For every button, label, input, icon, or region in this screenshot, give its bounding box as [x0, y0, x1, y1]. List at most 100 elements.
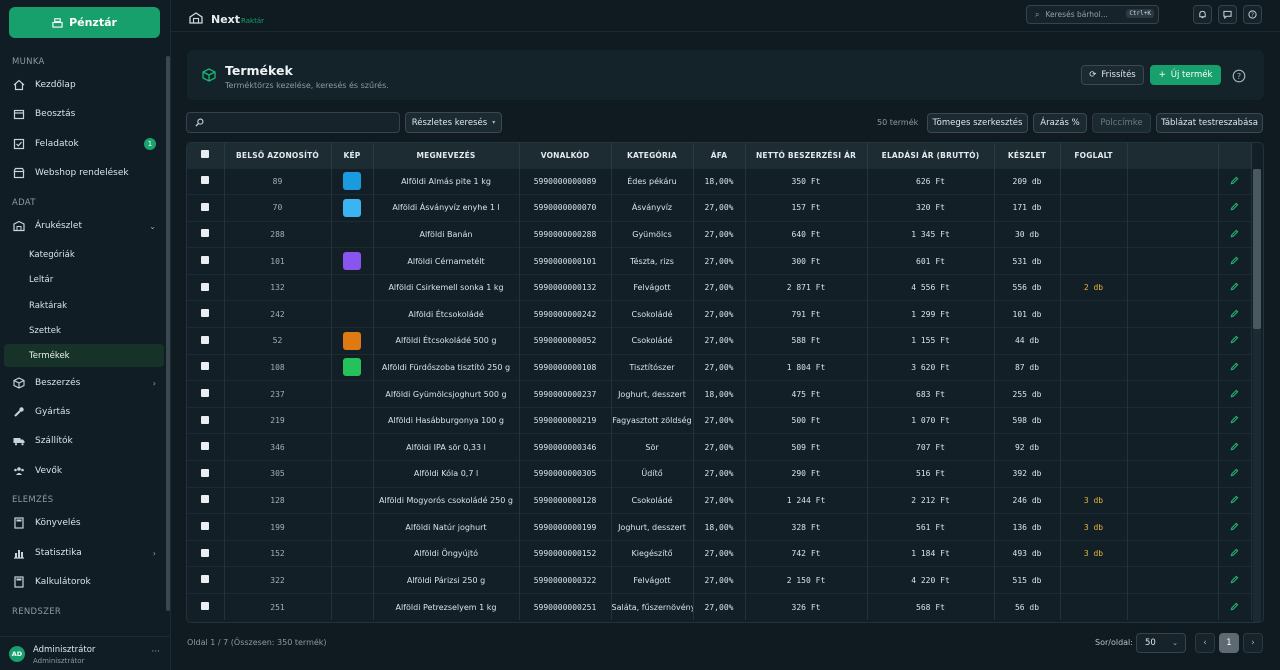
- row-checkbox[interactable]: [187, 513, 225, 541]
- row-checkbox[interactable]: [187, 327, 225, 355]
- select-all-checkbox[interactable]: [187, 143, 225, 168]
- table-row[interactable]: 132 Alföldi Csirkemell sonka 1 kg 59900000…: [187, 273, 1252, 301]
- row-checkbox[interactable]: [187, 433, 225, 461]
- product-search-input[interactable]: [186, 112, 400, 133]
- row-checkbox[interactable]: [187, 167, 225, 195]
- row-checkbox[interactable]: [187, 194, 225, 222]
- sidebar-item-termekek[interactable]: Termékek: [4, 344, 164, 367]
- notifications-button[interactable]: [1193, 5, 1212, 24]
- edit-icon[interactable]: [1230, 495, 1239, 504]
- refresh-button[interactable]: ⟳ Frissítés: [1081, 65, 1144, 85]
- col-header-image[interactable]: KÉP: [331, 143, 374, 168]
- page-button-1[interactable]: 1: [1219, 633, 1239, 653]
- sidebar-item-kalkulatorok[interactable]: Kalkulátorok: [4, 570, 164, 594]
- row-checkbox[interactable]: [187, 220, 225, 248]
- global-search-input[interactable]: ⌕ Keresés bárhol... Ctrl+K: [1026, 5, 1159, 24]
- edit-icon[interactable]: [1230, 602, 1239, 611]
- sidebar-item-vevok[interactable]: Vevők: [4, 459, 164, 483]
- col-header-gross-price[interactable]: ELADÁSI ÁR (BRUTTÓ): [867, 143, 995, 168]
- col-header-name[interactable]: MEGNEVEZÉS: [373, 143, 520, 168]
- row-checkbox[interactable]: [187, 247, 225, 275]
- sidebar-item-beosztas[interactable]: Beosztás: [4, 102, 164, 126]
- table-row[interactable]: 305 Alföldi Kóla 0,7 l 5990000000305 Üdítő 2…: [187, 460, 1252, 488]
- sidebar-item-kategoriak[interactable]: Kategóriák: [29, 249, 75, 260]
- row-checkbox[interactable]: [187, 566, 225, 594]
- table-row[interactable]: 70 Alföldi Ásványvíz enyhe 1 l 59900000000…: [187, 194, 1252, 222]
- customize-table-button[interactable]: Táblázat testreszabása: [1156, 113, 1263, 133]
- shelf-label-button[interactable]: Polccímke: [1092, 113, 1151, 133]
- sidebar-item-szettek[interactable]: Szettek: [29, 325, 61, 336]
- row-checkbox[interactable]: [187, 486, 225, 514]
- sidebar-item-leltar[interactable]: Leltár: [29, 274, 54, 285]
- table-row[interactable]: 288 Alföldi Banán 5990000000288 Gyümölcs 27,…: [187, 220, 1252, 248]
- edit-icon[interactable]: [1230, 335, 1239, 344]
- help-button[interactable]: ?: [1243, 5, 1262, 24]
- edit-icon[interactable]: [1230, 202, 1239, 211]
- row-checkbox[interactable]: [187, 380, 225, 408]
- table-row[interactable]: 219 Alföldi Hasábburgonya 100 g 5990000000…: [187, 406, 1252, 434]
- messages-button[interactable]: [1218, 5, 1237, 24]
- col-header-net-price[interactable]: NETTÓ BESZERZÉSI ÁR: [745, 143, 868, 168]
- help-circle-icon[interactable]: ?: [1232, 68, 1246, 83]
- edit-icon[interactable]: [1230, 176, 1239, 185]
- table-row[interactable]: 52 Alföldi Étcsokoládé 500 g 5990000000052…: [187, 327, 1252, 355]
- row-checkbox[interactable]: [187, 539, 225, 567]
- edit-icon[interactable]: [1230, 389, 1239, 398]
- table-row[interactable]: 101 Alföldi Cérnametélt 5990000000101 Tészt…: [187, 247, 1252, 275]
- more-icon[interactable]: ···: [151, 647, 160, 657]
- logo[interactable]: NextRaktár: [189, 8, 264, 27]
- prev-page-button[interactable]: ‹: [1195, 633, 1215, 653]
- col-header-barcode[interactable]: VONALKÓD: [519, 143, 612, 168]
- sidebar-item-konyveles[interactable]: Könyvelés: [4, 511, 164, 535]
- row-checkbox[interactable]: [187, 593, 225, 621]
- bulk-edit-button[interactable]: Tömeges szerkesztés: [927, 113, 1028, 133]
- edit-icon[interactable]: [1230, 362, 1239, 371]
- advanced-search-button[interactable]: Részletes keresés ▾: [405, 112, 502, 133]
- product-thumbnail[interactable]: [343, 252, 361, 271]
- sidebar-item-beszerzes[interactable]: Beszerzés ›: [4, 371, 164, 395]
- product-thumbnail[interactable]: [343, 331, 361, 350]
- col-header-stock[interactable]: KÉSZLET: [994, 143, 1061, 168]
- product-thumbnail[interactable]: [343, 358, 361, 377]
- edit-icon[interactable]: [1230, 229, 1239, 238]
- table-row[interactable]: 128 Alföldi Mogyorós csokoládé 250 g 59900…: [187, 486, 1252, 514]
- product-thumbnail[interactable]: [343, 172, 361, 191]
- table-row[interactable]: 237 Alföldi Gyümölcsjoghurt 500 g 59900000…: [187, 380, 1252, 408]
- edit-icon[interactable]: [1230, 282, 1239, 291]
- pricing-button[interactable]: Árazás %: [1033, 113, 1087, 133]
- sidebar-item-webshop[interactable]: Webshop rendelések: [4, 161, 164, 185]
- edit-icon[interactable]: [1230, 442, 1239, 451]
- row-checkbox[interactable]: [187, 273, 225, 301]
- row-checkbox[interactable]: [187, 406, 225, 434]
- table-row[interactable]: 242 Alföldi Étcsokoládé 5990000000242 Csoko…: [187, 300, 1252, 328]
- table-row[interactable]: 346 Alföldi IPA sör 0,33 l 5990000000346 Sö…: [187, 433, 1252, 461]
- col-header-id[interactable]: BELSŐ AZONOSÍTÓ: [224, 143, 332, 168]
- sidebar-item-arukeszlet[interactable]: Árukészlet ⌄: [4, 214, 164, 238]
- sidebar-scrollbar[interactable]: [166, 56, 170, 611]
- cash-register-button[interactable]: Pénztár: [9, 7, 160, 38]
- edit-icon[interactable]: [1230, 548, 1239, 557]
- sidebar-item-szallitok[interactable]: Szállítók: [4, 429, 164, 453]
- col-header-reserved[interactable]: FOGLALT: [1060, 143, 1128, 168]
- row-checkbox[interactable]: [187, 300, 225, 328]
- edit-icon[interactable]: [1230, 468, 1239, 477]
- sidebar-item-statisztika[interactable]: Statisztika ›: [4, 541, 164, 565]
- table-scrollbar-thumb[interactable]: [1253, 169, 1261, 329]
- edit-icon[interactable]: [1230, 575, 1239, 584]
- table-row[interactable]: 89 Alföldi Almás pite 1 kg 5990000000089 Éd…: [187, 167, 1252, 195]
- row-checkbox[interactable]: [187, 353, 225, 381]
- row-checkbox[interactable]: [187, 460, 225, 488]
- sidebar-item-feladatok[interactable]: Feladatok 1: [4, 132, 164, 156]
- next-page-button[interactable]: ›: [1243, 633, 1263, 653]
- col-header-category[interactable]: KATEGÓRIA: [611, 143, 694, 168]
- edit-icon[interactable]: [1230, 522, 1239, 531]
- table-row[interactable]: 251 Alföldi Petrezselyem 1 kg 599000000025…: [187, 593, 1252, 621]
- product-thumbnail[interactable]: [343, 198, 361, 217]
- edit-icon[interactable]: [1230, 309, 1239, 318]
- sidebar-item-kezdolap[interactable]: Kezdőlap: [4, 73, 164, 97]
- col-header-vat[interactable]: ÁFA: [693, 143, 746, 168]
- table-row[interactable]: 322 Alföldi Párizsi 250 g 5990000000322 Fel…: [187, 566, 1252, 594]
- sidebar-item-gyartas[interactable]: Gyártás: [4, 400, 164, 424]
- new-product-button[interactable]: + Új termék: [1150, 65, 1221, 85]
- sidebar-item-raktarak[interactable]: Raktárak: [29, 300, 68, 311]
